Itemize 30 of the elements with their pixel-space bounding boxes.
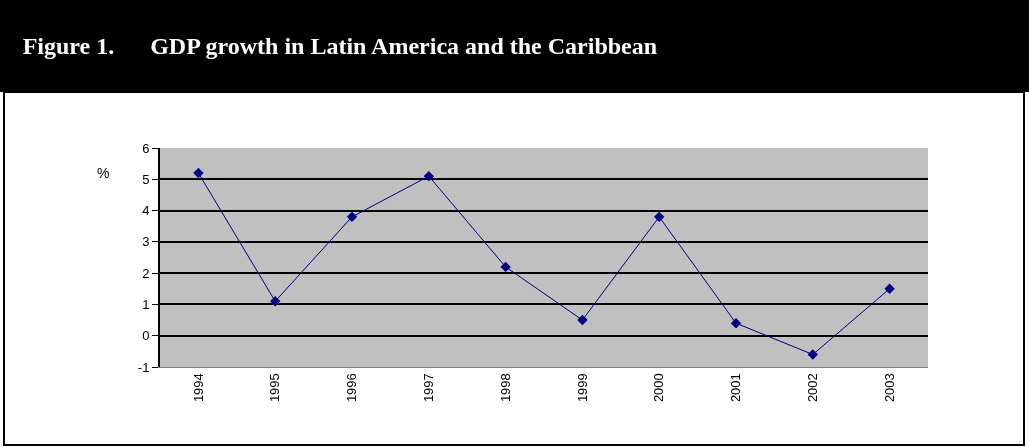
y-tick-label: 6 bbox=[142, 140, 150, 156]
y-tick-label: 2 bbox=[142, 265, 150, 281]
x-tick-label: 1995 bbox=[267, 373, 283, 403]
x-tick-label: 1998 bbox=[497, 373, 513, 403]
y-tick-label: 4 bbox=[142, 203, 150, 219]
x-tick-label: 2003 bbox=[881, 373, 897, 403]
x-tick-label: 2000 bbox=[651, 373, 667, 403]
point bbox=[500, 261, 511, 273]
point bbox=[884, 283, 895, 294]
x-tick-label: 1994 bbox=[190, 373, 206, 403]
y-tick-label: 5 bbox=[142, 171, 150, 187]
chart-title: Figure 1. GDP growth in Latin America and the Caribbean bbox=[22, 33, 658, 60]
point bbox=[730, 318, 742, 329]
y-tick-label: -1 bbox=[137, 359, 150, 375]
point bbox=[346, 211, 358, 223]
x-tick-label: 1997 bbox=[421, 373, 437, 403]
y-tick-label: 1 bbox=[142, 296, 150, 312]
x-tick-label: 1996 bbox=[344, 373, 360, 403]
point bbox=[193, 167, 204, 179]
y-tick-label: 0 bbox=[142, 328, 150, 344]
point bbox=[577, 314, 588, 326]
x-tick-label: 2002 bbox=[805, 373, 821, 403]
point bbox=[654, 211, 665, 223]
point bbox=[423, 170, 434, 182]
x-tick-label: 2001 bbox=[728, 373, 744, 403]
y-axis-title: % bbox=[97, 165, 110, 181]
x-tick-label: 1999 bbox=[574, 373, 590, 403]
point bbox=[270, 296, 281, 307]
point bbox=[807, 349, 818, 360]
y-tick-label: 3 bbox=[142, 234, 150, 250]
